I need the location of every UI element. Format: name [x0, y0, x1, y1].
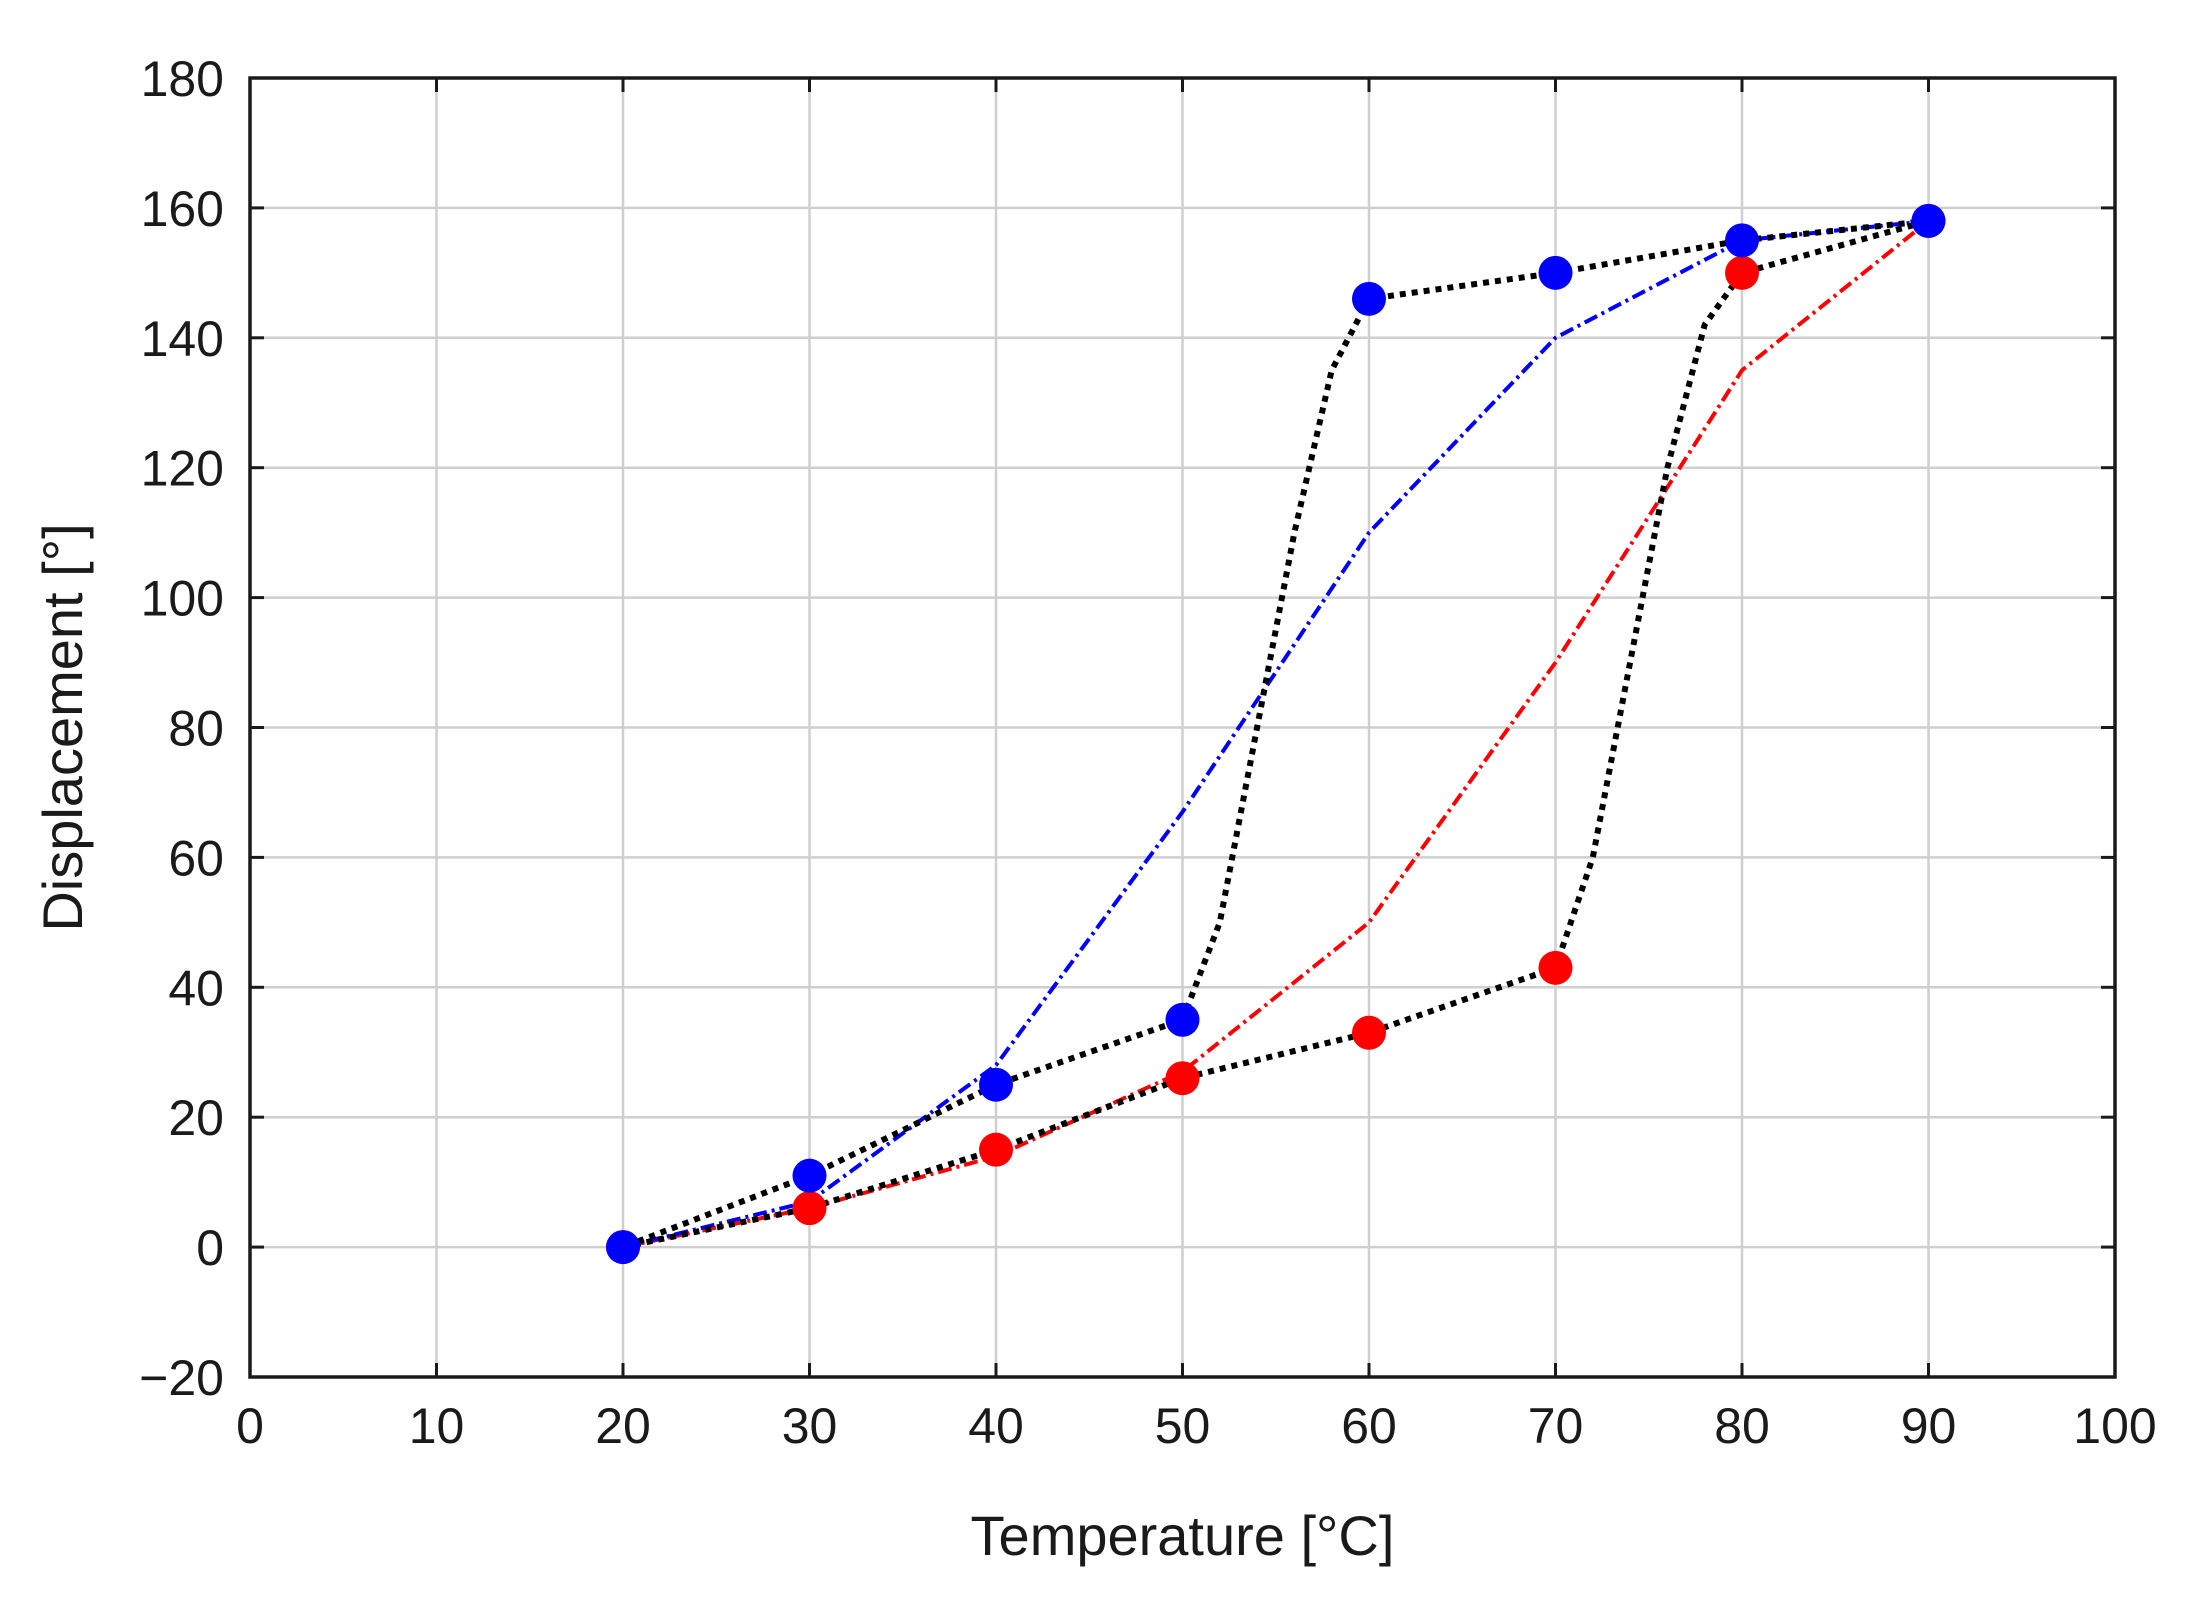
x-tick-label: 30: [782, 1398, 838, 1454]
y-tick-label: 100: [141, 571, 224, 627]
y-tick-label: 0: [196, 1220, 224, 1276]
x-tick-label: 20: [595, 1398, 651, 1454]
x-tick-label: 80: [1714, 1398, 1770, 1454]
y-tick-label: −20: [139, 1350, 224, 1406]
data-point-cooling-measured: [1538, 255, 1573, 290]
axis-ticks: [248, 76, 2117, 1379]
x-tick-label: 10: [409, 1398, 465, 1454]
y-tick-label: 40: [168, 960, 224, 1016]
data-point-cooling-measured: [1911, 203, 1946, 238]
data-point-cooling-measured: [979, 1067, 1013, 1102]
data-point-cooling-measured: [606, 1230, 640, 1265]
data-point-cooling-measured: [792, 1158, 827, 1193]
x-tick-label: 90: [1901, 1398, 1957, 1454]
data-point-heating-measured: [1538, 950, 1573, 985]
y-tick-label: 140: [141, 311, 224, 367]
series-lines: [621, 217, 1930, 1251]
data-point-heating-measured: [1165, 1061, 1200, 1096]
tick-labels: 0 10 20 30 40 50 60 70 80 90 100−20020406080100120…: [139, 51, 2157, 1454]
x-tick-label: 100: [2073, 1398, 2156, 1454]
y-tick-label: 20: [168, 1090, 224, 1146]
x-tick-label: 0: [236, 1398, 264, 1454]
x-tick-label: 40: [968, 1398, 1024, 1454]
x-tick-label: 60: [1341, 1398, 1397, 1454]
series-line-heating-model: [622, 219, 1930, 1250]
data-point-cooling-measured: [1165, 1002, 1200, 1037]
series-line-cooling-model: [622, 218, 1929, 1250]
data-point-heating-measured: [1352, 1015, 1386, 1050]
series-markers: [606, 203, 1946, 1265]
x-tick-label: 50: [1155, 1398, 1211, 1454]
data-point-cooling-measured: [1352, 281, 1386, 316]
y-tick-label: 80: [168, 701, 224, 757]
data-point-heating-measured: [979, 1132, 1013, 1167]
data-point-heating-measured: [1725, 255, 1759, 290]
y-tick-label: 180: [141, 51, 224, 107]
data-point-cooling-measured: [1725, 223, 1759, 258]
series-line-heating-interpolated: [622, 218, 1930, 1251]
y-axis-title: Displacement [°]: [31, 523, 94, 931]
x-axis-title: Temperature [°C]: [971, 1504, 1395, 1567]
data-point-heating-measured: [792, 1191, 827, 1226]
y-tick-label: 60: [168, 830, 224, 886]
y-tick-label: 160: [141, 181, 224, 237]
x-tick-label: 70: [1528, 1398, 1584, 1454]
y-tick-label: 120: [141, 441, 224, 497]
